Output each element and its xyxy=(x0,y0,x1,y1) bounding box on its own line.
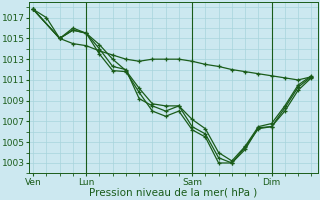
X-axis label: Pression niveau de la mer( hPa ): Pression niveau de la mer( hPa ) xyxy=(90,188,258,198)
